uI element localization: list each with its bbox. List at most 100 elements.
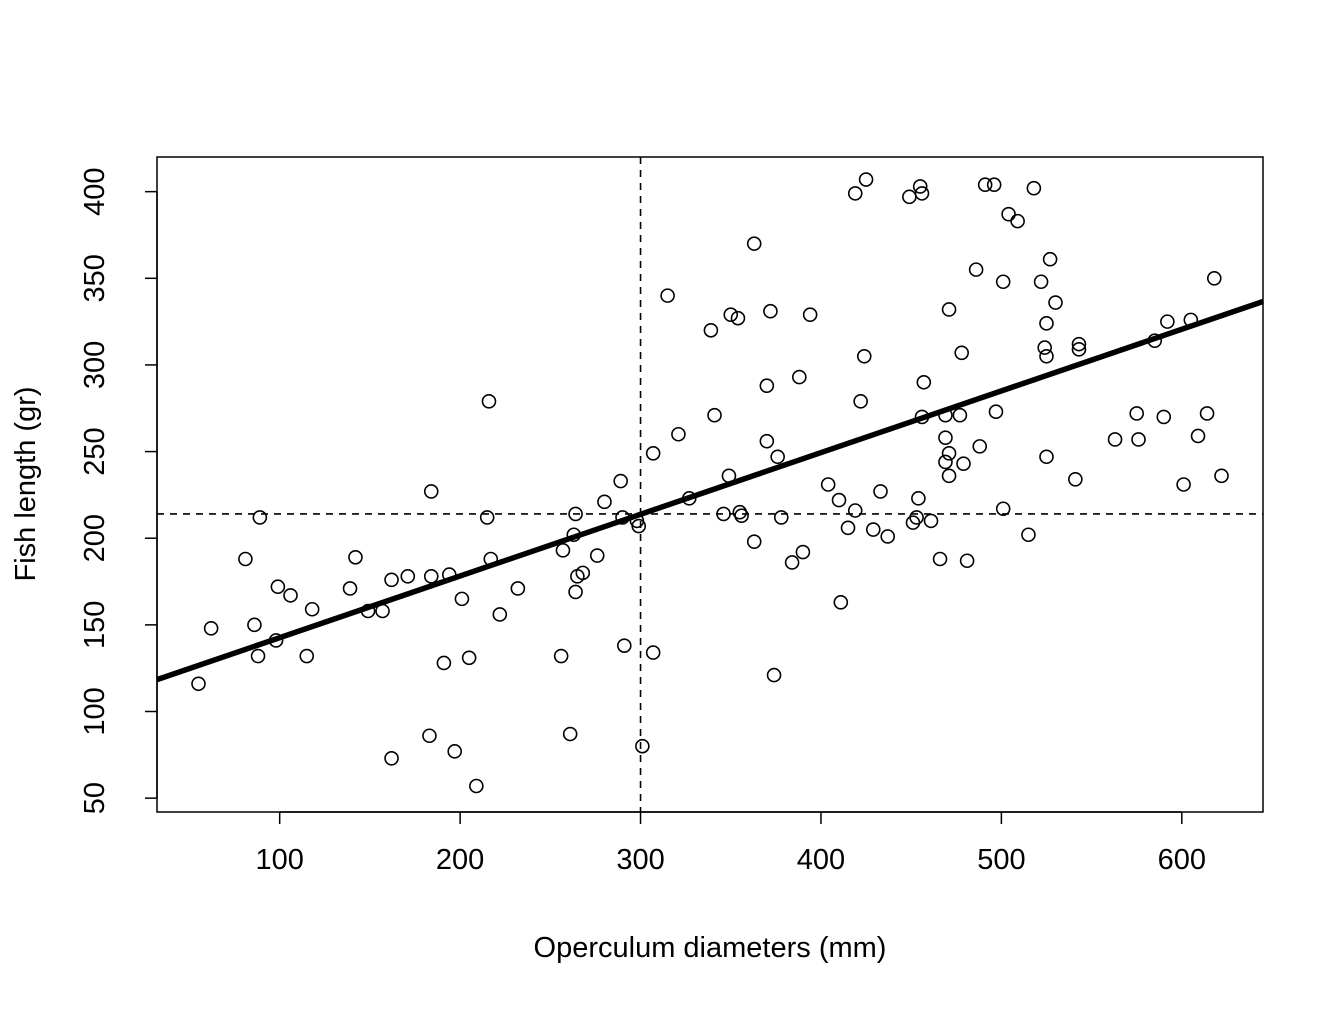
x-tick-label: 300 — [616, 844, 664, 876]
data-point — [912, 179, 928, 194]
data-point — [631, 518, 647, 534]
data-point — [734, 508, 749, 523]
data-point — [902, 189, 917, 205]
data-point — [802, 307, 818, 322]
data-point — [858, 172, 874, 187]
data-point — [384, 572, 399, 588]
data-point — [645, 446, 661, 461]
data-point — [909, 510, 924, 525]
data-point — [938, 454, 953, 470]
y-tick-label: 300 — [79, 341, 111, 389]
data-point — [1214, 468, 1229, 484]
data-point — [847, 186, 863, 201]
data-point — [959, 553, 975, 569]
data-point — [952, 407, 968, 423]
x-axis: 100 200 300 400 500 600 — [255, 811, 1206, 876]
y-axis-title: Fish length (gr) — [10, 386, 42, 581]
data-point — [635, 738, 650, 754]
data-point — [703, 322, 719, 338]
data-point — [1206, 270, 1222, 286]
data-point — [723, 307, 739, 322]
data-point — [555, 543, 571, 558]
data-point — [575, 565, 591, 581]
data-point — [716, 506, 731, 522]
data-point — [1042, 251, 1058, 267]
data-point — [1071, 336, 1087, 352]
y-tick-label: 100 — [79, 687, 111, 735]
data-point — [613, 473, 628, 489]
data-point — [1107, 432, 1123, 447]
data-point — [469, 778, 484, 794]
mean-lines — [157, 157, 1263, 812]
data-point — [873, 484, 888, 499]
y-axis: 50 100 150 200 250 300 350 400 — [79, 167, 158, 814]
data-point — [481, 394, 497, 409]
x-tick-label: 500 — [977, 844, 1025, 876]
data-point — [299, 648, 315, 664]
data-point — [986, 177, 1002, 193]
data-point — [847, 503, 863, 518]
data-point — [553, 648, 569, 664]
data-point — [853, 394, 868, 409]
data-point — [1001, 206, 1016, 222]
x-axis-title: Operculum diameters (mm) — [534, 932, 887, 964]
data-point — [840, 520, 856, 536]
data-point — [1068, 472, 1083, 487]
x-tick-label: 100 — [255, 844, 303, 876]
data-point — [447, 744, 462, 759]
data-point — [203, 621, 219, 636]
data-point — [1131, 432, 1146, 447]
data-point — [995, 501, 1011, 517]
y-tick-label: 350 — [79, 254, 111, 302]
data-point — [645, 645, 661, 660]
x-tick-label: 400 — [797, 844, 845, 876]
x-tick-label: 600 — [1158, 844, 1206, 876]
data-point — [746, 236, 762, 251]
data-point — [597, 494, 612, 510]
data-point — [1048, 295, 1063, 310]
data-point — [1039, 348, 1054, 364]
data-point — [1033, 274, 1049, 290]
data-point — [972, 439, 988, 454]
points-layer — [191, 172, 1229, 794]
data-point — [270, 579, 286, 595]
y-tick-label: 200 — [79, 514, 111, 562]
data-point — [1026, 180, 1042, 196]
data-point — [831, 492, 847, 508]
data-point — [730, 310, 746, 326]
data-point — [461, 650, 477, 666]
data-point — [384, 750, 399, 766]
data-point — [923, 513, 939, 529]
data-point — [1190, 428, 1206, 444]
y-tick-label: 50 — [79, 782, 111, 814]
data-point — [671, 426, 686, 442]
data-point — [880, 529, 896, 544]
data-point — [954, 345, 969, 361]
data-point — [865, 522, 881, 537]
regression-line — [156, 298, 1264, 683]
data-point — [238, 551, 253, 567]
data-point — [191, 676, 206, 692]
data-point — [1037, 340, 1052, 355]
data-point — [968, 262, 984, 277]
data-point — [454, 591, 470, 607]
data-point — [911, 491, 926, 506]
data-point — [304, 601, 320, 617]
data-point — [795, 544, 811, 560]
data-point — [932, 551, 948, 567]
data-point — [766, 667, 782, 683]
data-point — [792, 369, 807, 385]
data-point — [423, 569, 439, 584]
data-point — [616, 638, 632, 653]
data-point — [400, 569, 416, 584]
data-point — [589, 548, 605, 563]
data-point — [423, 484, 439, 499]
data-point — [833, 595, 849, 610]
data-point — [759, 433, 775, 449]
data-point — [941, 446, 957, 461]
data-point — [1039, 449, 1054, 465]
data-point — [914, 186, 930, 201]
plot-frame — [156, 156, 1264, 813]
data-point — [252, 510, 268, 525]
